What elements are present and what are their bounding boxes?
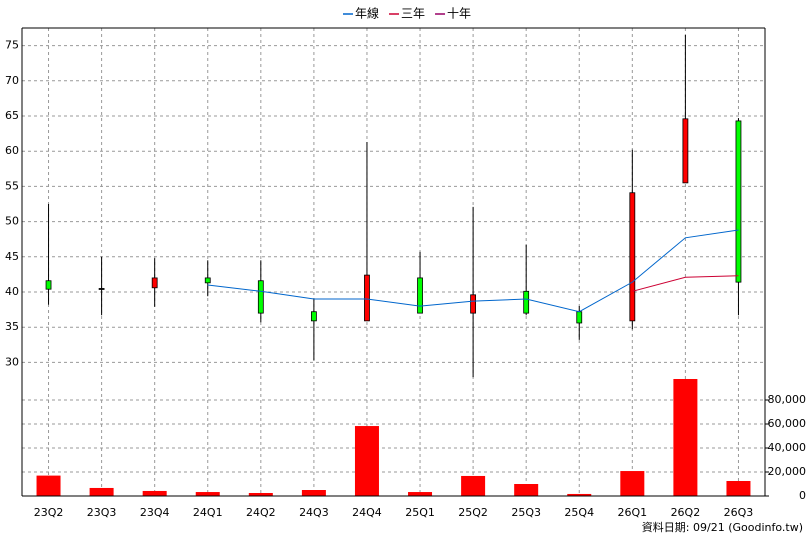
volume-bar xyxy=(248,493,273,496)
y2-tick-label: 60,000 xyxy=(768,417,807,430)
volume-bar xyxy=(354,426,379,496)
volume-bar xyxy=(567,493,592,496)
y-tick-label: 30 xyxy=(5,355,19,368)
candle-body xyxy=(151,277,158,289)
volume-bar xyxy=(36,475,61,496)
candle-body xyxy=(470,294,477,314)
y-tick-label: 75 xyxy=(5,39,19,52)
volume-bar xyxy=(142,490,167,496)
y-tick-label: 40 xyxy=(5,285,19,298)
legend-label: 十年 xyxy=(447,7,471,21)
candle-body xyxy=(310,311,317,322)
x-tick-label: 23Q4 xyxy=(140,506,170,519)
candle-body xyxy=(45,280,52,290)
candle-body xyxy=(98,288,105,290)
x-tick-label: 26Q2 xyxy=(671,506,701,519)
volume-bar xyxy=(408,492,433,496)
legend-label: 年線 xyxy=(355,6,379,21)
y-tick-label: 60 xyxy=(5,144,19,157)
volume-bar xyxy=(301,490,326,496)
x-tick-label: 23Q3 xyxy=(87,506,117,519)
line-series xyxy=(632,275,739,292)
candle-body xyxy=(364,274,370,322)
x-tick-label: 24Q1 xyxy=(193,506,223,519)
candle-body xyxy=(629,192,636,322)
line-series xyxy=(207,229,739,313)
x-tick-label: 26Q1 xyxy=(617,506,647,519)
x-tick-label: 25Q4 xyxy=(564,506,594,519)
x-tick-label: 25Q1 xyxy=(405,506,435,519)
x-tick-label: 23Q2 xyxy=(34,506,64,519)
y2-tick-label: 20,000 xyxy=(768,465,807,478)
x-tick-label: 24Q2 xyxy=(246,506,276,519)
x-tick-label: 25Q3 xyxy=(511,506,541,519)
x-tick-label: 26Q3 xyxy=(724,506,754,519)
y2-tick-label: 40,000 xyxy=(768,441,807,454)
candle-body xyxy=(523,290,530,314)
y-tick-label: 45 xyxy=(5,250,19,263)
candle-body xyxy=(417,277,423,314)
volume-bar xyxy=(195,492,220,496)
y-tick-label: 35 xyxy=(5,320,19,333)
candle-body xyxy=(735,120,742,283)
candle-body xyxy=(576,311,583,324)
volume-bar xyxy=(461,475,486,496)
y-tick-label: 70 xyxy=(5,74,19,87)
volume-bar xyxy=(673,379,698,496)
y-tick-label: 55 xyxy=(5,179,19,192)
candle-body xyxy=(682,118,689,184)
source-note: 資料日期: 09/21 (Goodinfo.tw) xyxy=(642,520,803,534)
y-tick-label: 50 xyxy=(5,215,19,228)
candle-body xyxy=(204,277,211,284)
volume-bar xyxy=(726,481,751,496)
y-tick-label: 65 xyxy=(5,109,19,122)
y2-tick-label: 80,000 xyxy=(768,393,807,406)
labels: 30 35 40 45 50 55 60 65 70 75 年線 三年 十年 23Q2 23Q3 23Q4 24… xyxy=(5,6,806,520)
x-tick-label: 24Q4 xyxy=(352,506,382,519)
y2-tick-label: 0 xyxy=(799,489,806,502)
candle-body xyxy=(257,280,264,314)
volume-bar xyxy=(620,471,645,496)
marks xyxy=(36,35,751,496)
volume-bar xyxy=(514,484,539,496)
x-tick-label: 24Q3 xyxy=(299,506,329,519)
legend-label: 三年 xyxy=(401,7,425,21)
x-tick-label: 25Q2 xyxy=(458,506,488,519)
volume-bar xyxy=(89,487,114,496)
